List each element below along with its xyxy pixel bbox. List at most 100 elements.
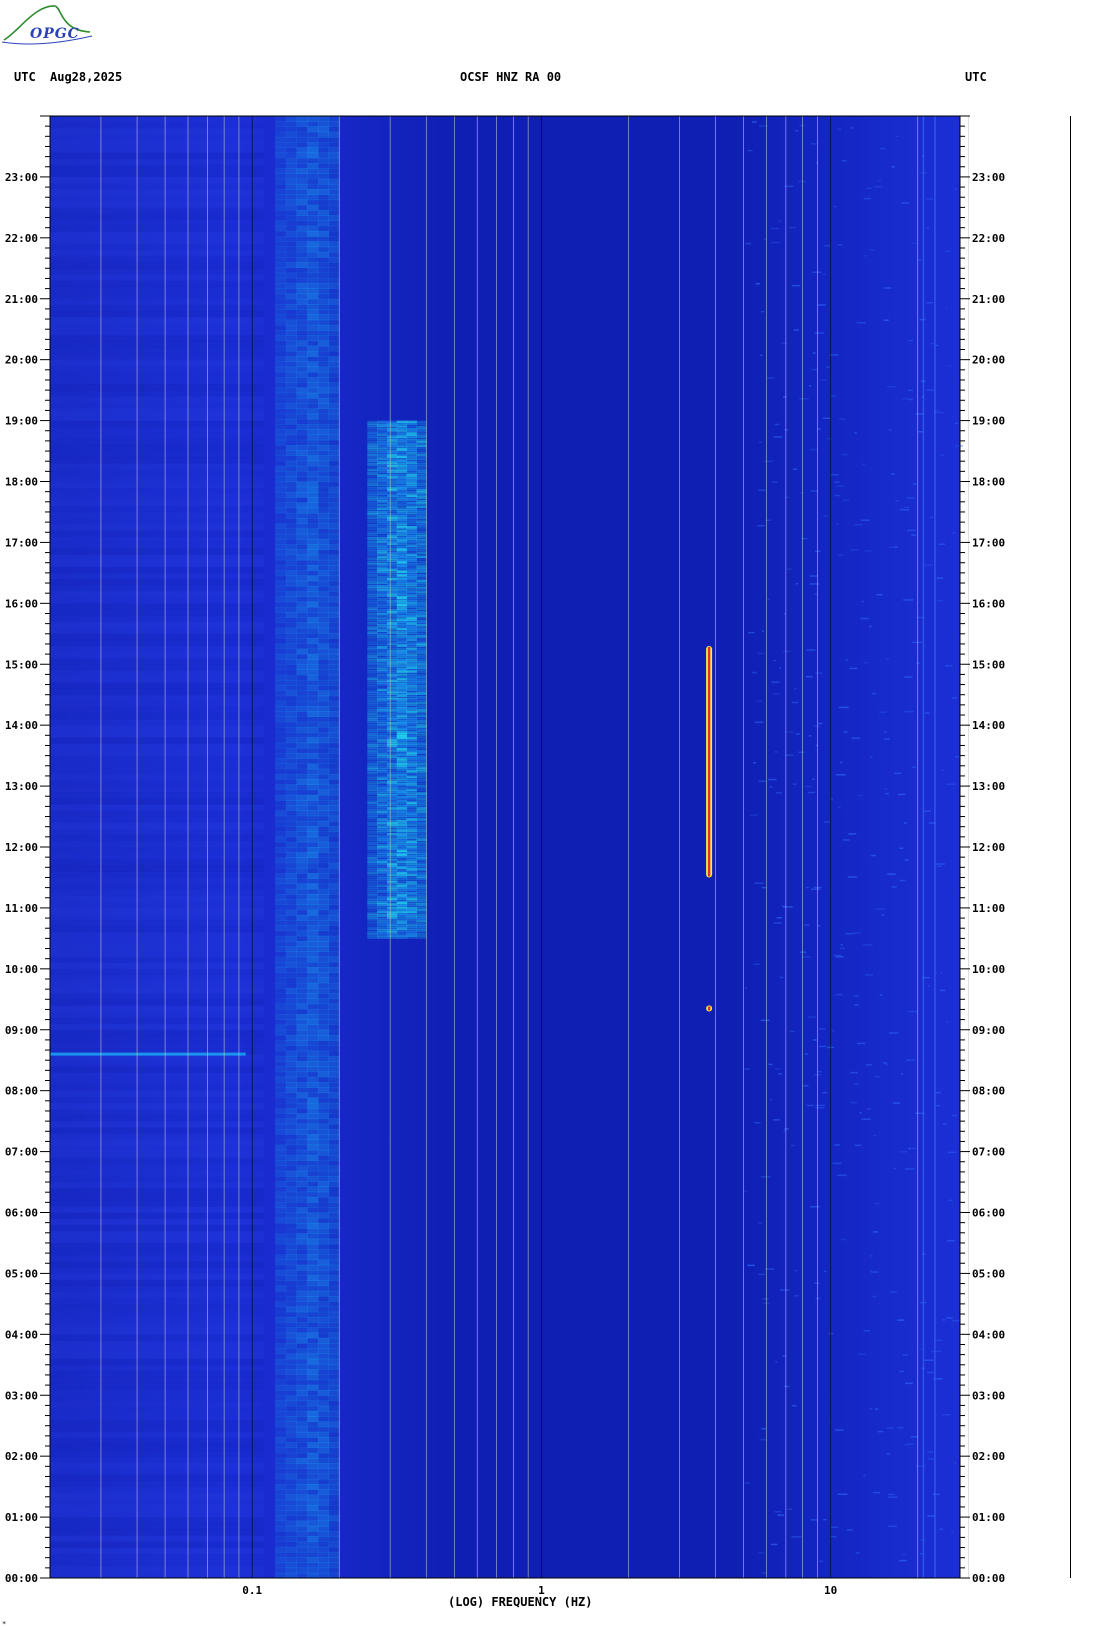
secondary-microseism-cell [406, 646, 417, 649]
microseism-cell [317, 277, 330, 284]
secondary-microseism-cell [416, 755, 427, 758]
secondary-microseism-cell [387, 803, 398, 806]
texture-row [50, 676, 265, 684]
microseism-cell [275, 152, 287, 159]
secondary-microseism-cell [396, 476, 408, 479]
texture-row [50, 298, 265, 306]
secondary-microseism-cell [416, 894, 427, 897]
secondary-microseism-cell [367, 927, 378, 930]
microseism-cell [307, 1202, 319, 1208]
microseism-cell [317, 914, 330, 921]
microseism-cell [285, 1003, 297, 1010]
secondary-microseism-cell [406, 568, 417, 571]
secondary-microseism-cell [387, 490, 398, 494]
secondary-microseism-cell [406, 875, 417, 878]
microseism-cell [307, 142, 319, 148]
secondary-microseism-cell [387, 579, 398, 583]
secondary-microseism-cell [367, 574, 378, 577]
secondary-microseism-cell [367, 879, 378, 882]
secondary-microseism-cell [406, 561, 417, 564]
microseism-cell [296, 1118, 308, 1125]
texture-row [50, 1443, 265, 1451]
secondary-microseism-cell [406, 753, 417, 756]
secondary-microseism-cell [406, 553, 417, 557]
microseism-cell [285, 309, 297, 316]
texture-row [50, 1462, 265, 1469]
microseism-cell [296, 518, 308, 524]
secondary-microseism-cell [387, 847, 398, 851]
secondary-microseism-cell [387, 618, 398, 621]
secondary-microseism-cell [416, 888, 427, 891]
microseism-cell [285, 711, 297, 718]
microseism-cell [307, 1134, 319, 1141]
secondary-microseism-cell [416, 511, 427, 514]
microseism-cell [328, 559, 340, 566]
hf-speckle [888, 429, 892, 431]
secondary-microseism-cell [367, 614, 378, 618]
texture-row [50, 1011, 265, 1019]
hf-speckle [805, 886, 809, 889]
secondary-microseism-cell [377, 910, 388, 914]
hf-speckle [751, 121, 757, 123]
secondary-microseism-cell [406, 764, 417, 767]
microseism-cell [307, 257, 319, 263]
secondary-microseism-cell [367, 744, 378, 747]
microseism-cell [285, 763, 297, 770]
microseism-cell [275, 664, 287, 671]
hf-speckle [942, 1414, 951, 1416]
texture-row [50, 438, 265, 446]
secondary-microseism-cell [416, 489, 427, 492]
secondary-microseism-cell [377, 746, 388, 749]
secondary-microseism-cell [387, 668, 398, 671]
spectrogram-events [50, 116, 963, 1578]
microseism-cell [275, 982, 287, 989]
texture-row [50, 512, 264, 519]
secondary-microseism-cell [377, 635, 388, 638]
secondary-microseism-cell [416, 588, 427, 592]
secondary-microseism-cell [377, 749, 388, 753]
microseism-cell [317, 1243, 330, 1250]
secondary-microseism-cell [416, 463, 427, 466]
microseism-cell [275, 387, 287, 394]
secondary-microseism-cell [367, 446, 378, 449]
microseism-cell [328, 283, 340, 289]
microseism-cell [285, 768, 297, 775]
microseism-cell [275, 883, 287, 890]
secondary-microseism-cell [387, 716, 398, 719]
microseism-cell [296, 272, 308, 279]
microseism-cell [317, 1102, 330, 1109]
hf-speckle [928, 985, 930, 987]
secondary-microseism-cell [367, 529, 378, 533]
microseism-cell [285, 549, 297, 556]
microseism-cell [296, 758, 308, 765]
microseism-cell [307, 695, 319, 702]
microseism-cell [317, 533, 330, 540]
microseism-cell [275, 340, 287, 347]
microseism-cell [296, 862, 308, 869]
microseism-cell [317, 1379, 330, 1386]
hf-speckle [762, 1298, 769, 1300]
microseism-cell [296, 371, 308, 378]
microseism-cell [317, 1019, 330, 1026]
secondary-microseism-cell [377, 722, 388, 725]
secondary-microseism-cell [387, 762, 398, 766]
secondary-microseism-cell [416, 581, 427, 584]
microseism-cell [317, 679, 330, 686]
hf-speckle [754, 882, 764, 884]
secondary-microseism-cell [387, 574, 398, 577]
secondary-microseism-cell [406, 529, 417, 533]
hf-speckle [770, 227, 779, 230]
secondary-microseism-cell [406, 644, 417, 647]
hf-speckle [775, 1068, 781, 1070]
microseism-cell [307, 941, 319, 947]
microseism-cell [328, 309, 340, 316]
secondary-microseism-cell [396, 868, 408, 871]
secondary-microseism-cell [406, 823, 417, 827]
microseism-cell [285, 1296, 297, 1302]
microseism-cell [296, 711, 308, 718]
secondary-microseism-cell [416, 683, 427, 686]
microseism-cell [317, 1348, 330, 1355]
secondary-microseism-cell [367, 868, 378, 871]
microseism-cell [285, 356, 297, 363]
microseism-cell [307, 1207, 319, 1214]
